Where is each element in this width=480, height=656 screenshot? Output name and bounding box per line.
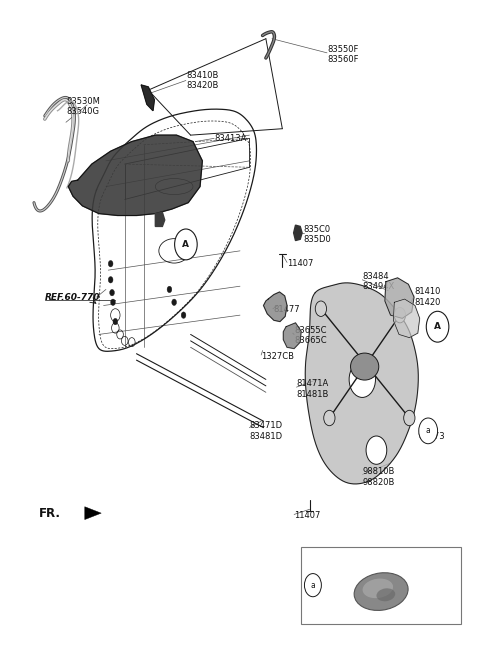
Text: a: a (426, 426, 431, 436)
Circle shape (349, 361, 375, 398)
Ellipse shape (362, 579, 393, 598)
Text: REF.60-770: REF.60-770 (45, 293, 100, 302)
Text: 81471A
81481B: 81471A 81481B (297, 379, 329, 399)
Text: 83655C
83665C: 83655C 83665C (294, 326, 327, 346)
Polygon shape (141, 85, 155, 111)
Circle shape (426, 312, 449, 342)
Polygon shape (156, 213, 165, 226)
Text: A: A (182, 240, 190, 249)
Polygon shape (264, 292, 287, 321)
Text: 81477: 81477 (273, 306, 300, 314)
Ellipse shape (350, 353, 379, 380)
Circle shape (167, 286, 172, 293)
Polygon shape (294, 225, 302, 241)
Circle shape (172, 299, 177, 306)
Circle shape (175, 229, 197, 260)
Circle shape (324, 410, 335, 426)
Polygon shape (283, 323, 301, 348)
Text: 98810B
98820B: 98810B 98820B (362, 468, 395, 487)
FancyBboxPatch shape (301, 546, 461, 624)
Circle shape (113, 318, 118, 325)
Circle shape (181, 312, 186, 318)
Text: 11407: 11407 (287, 259, 313, 268)
Text: FR.: FR. (39, 506, 60, 520)
Text: 83413A: 83413A (214, 134, 247, 143)
Text: 83484
83494X: 83484 83494X (362, 272, 395, 291)
Circle shape (315, 301, 326, 316)
Text: 1731JE: 1731JE (355, 585, 386, 594)
Text: 83471D
83481D: 83471D 83481D (250, 421, 283, 441)
Text: A: A (434, 322, 441, 331)
Text: a: a (311, 581, 315, 590)
Polygon shape (393, 299, 420, 338)
Text: 1731JE: 1731JE (355, 585, 386, 594)
Text: 1327CB: 1327CB (261, 352, 294, 361)
Circle shape (419, 418, 438, 443)
Ellipse shape (354, 573, 408, 611)
Polygon shape (68, 135, 203, 215)
Polygon shape (385, 278, 414, 318)
Ellipse shape (376, 588, 395, 602)
Circle shape (404, 410, 415, 426)
Circle shape (366, 436, 387, 464)
Text: 83550F
83560F: 83550F 83560F (327, 45, 359, 64)
Text: 835C0
835D0: 835C0 835D0 (303, 225, 331, 245)
Circle shape (108, 260, 113, 267)
Circle shape (394, 308, 406, 323)
Polygon shape (85, 506, 101, 520)
Text: 82473: 82473 (419, 432, 445, 440)
Polygon shape (305, 283, 418, 484)
Text: 81410
81420: 81410 81420 (414, 287, 441, 307)
Circle shape (110, 299, 115, 306)
Circle shape (110, 289, 114, 296)
Text: 83410B
83420B: 83410B 83420B (186, 71, 218, 90)
Text: 11407: 11407 (294, 511, 321, 520)
Text: 83530M
83540G: 83530M 83540G (66, 96, 100, 116)
Circle shape (108, 277, 113, 283)
